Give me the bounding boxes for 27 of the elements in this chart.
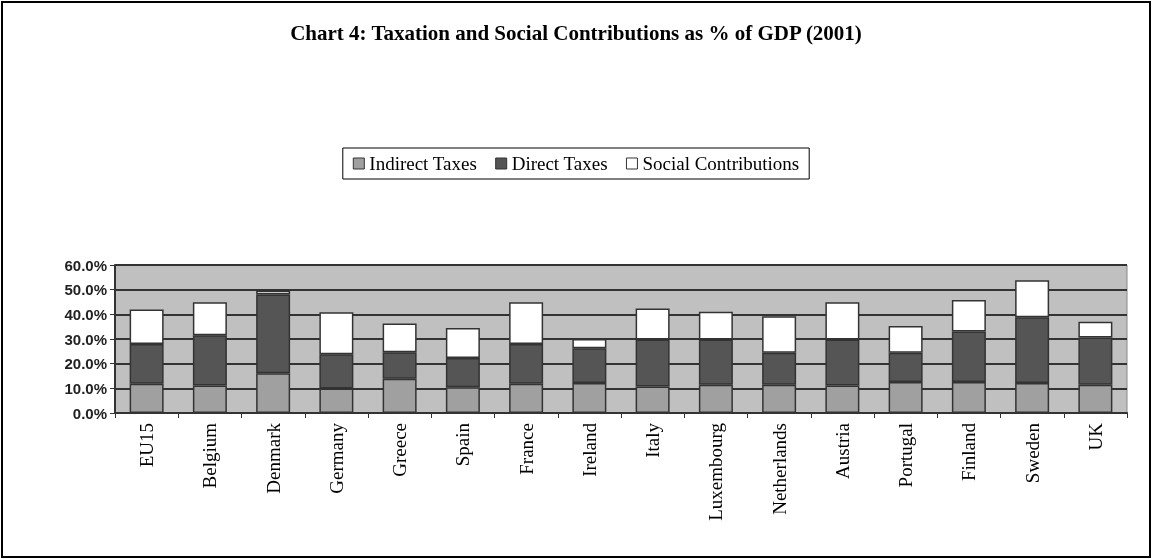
x-tick-label: Ireland xyxy=(578,422,600,477)
x-tick-label: Austria xyxy=(831,422,853,479)
x-tick-label: Germany xyxy=(325,422,347,494)
y-tick-label: 10.0% xyxy=(64,379,107,397)
y-tick-label: 40.0% xyxy=(64,305,107,323)
x-tick-label: Finland xyxy=(958,422,980,482)
x-tick-label: Portugal xyxy=(895,423,917,488)
chart-title: Chart 4: Taxation and Social Contributions as % of GDP (2001) xyxy=(290,20,862,45)
y-tick-label: 20.0% xyxy=(64,355,107,373)
x-tick-label: EU15 xyxy=(136,423,158,468)
x-tick-label: Belgium xyxy=(199,422,221,489)
x-tick-label: Sweden xyxy=(1021,422,1043,484)
x-tick-label: Denmark xyxy=(262,422,284,494)
x-tick-label: Netherlands xyxy=(768,423,790,515)
x-tick-label: Italy xyxy=(642,422,664,458)
y-tick-label: 50.0% xyxy=(64,281,107,299)
y-tick-label: 30.0% xyxy=(64,330,107,348)
x-tick-label: Spain xyxy=(452,422,474,467)
legend-label: Indirect Taxes xyxy=(369,153,477,174)
x-tick-label: France xyxy=(515,423,537,475)
y-tick-label: 0.0% xyxy=(72,404,107,422)
legend-label: Direct Taxes xyxy=(511,153,608,174)
legend-label: Social Contributions xyxy=(642,153,800,174)
y-tick-label: 60.0% xyxy=(64,256,107,274)
x-tick-label: Greece xyxy=(389,423,411,477)
x-tick-label: Luxembourg xyxy=(705,422,727,521)
x-tick-label: UK xyxy=(1084,422,1106,451)
